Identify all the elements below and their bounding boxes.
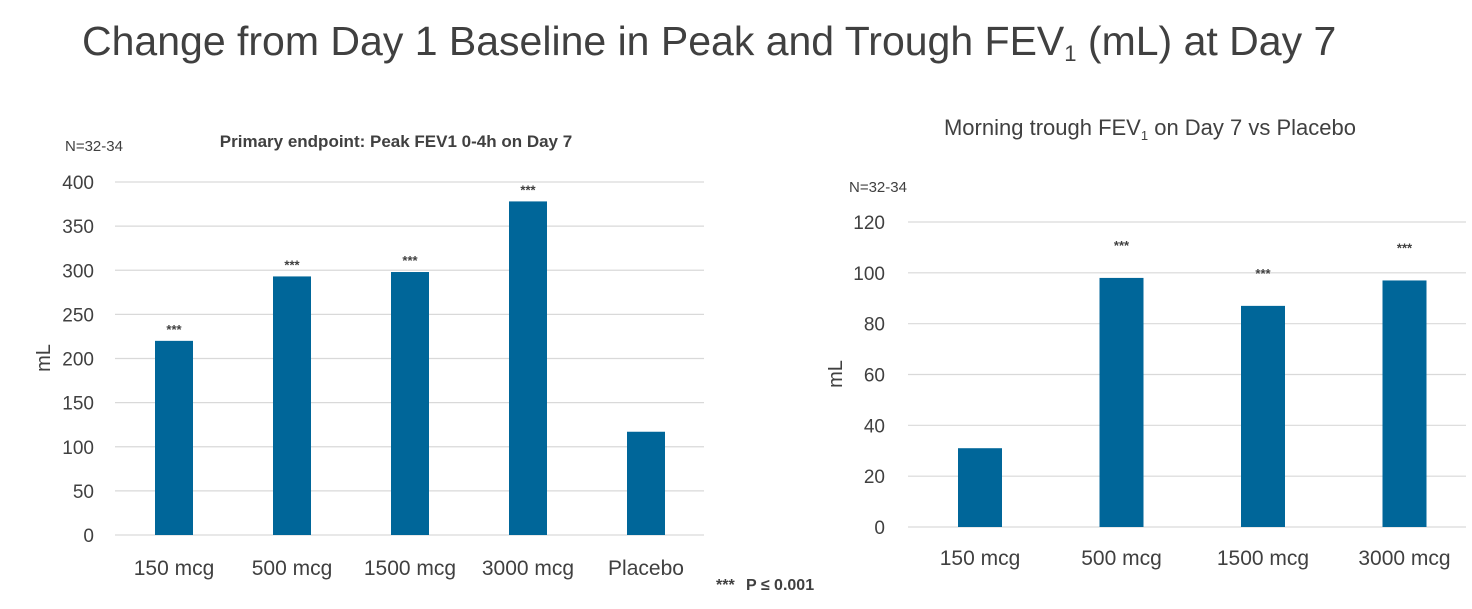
right-chart-bars bbox=[958, 277, 1427, 527]
page-title-main: Change from Day 1 Baseline in Peak and T… bbox=[82, 18, 1065, 64]
left-category-label: 150 mcg bbox=[134, 557, 215, 580]
right-chart-significance: *** *** *** bbox=[1114, 238, 1413, 281]
left-y-tick-label: 0 bbox=[83, 526, 94, 547]
right-bar bbox=[1241, 305, 1285, 527]
right-category-label: 3000 mcg bbox=[1358, 547, 1450, 570]
left-y-tick-label: 400 bbox=[62, 173, 94, 194]
right-y-tick-label: 120 bbox=[853, 213, 885, 234]
right-bar bbox=[1099, 277, 1144, 527]
left-chart-categories: 150 mcg 500 mcg 1500 mcg 3000 mcg Placebo bbox=[134, 557, 684, 580]
right-y-tick-label: 80 bbox=[864, 315, 885, 336]
right-chart-categories: 150 mcg 500 mcg 1500 mcg 3000 mcg bbox=[940, 547, 1451, 570]
left-significance-label: *** bbox=[520, 182, 536, 197]
page-title-suffix: (mL) at Day 7 bbox=[1076, 18, 1337, 64]
left-y-tick-label: 300 bbox=[62, 261, 94, 282]
left-y-tick-label: 350 bbox=[62, 217, 94, 238]
right-chart-title: Morning trough FEV1 on Day 7 vs Placebo bbox=[944, 115, 1356, 143]
left-category-label: 3000 mcg bbox=[482, 557, 574, 580]
right-significance-label: *** bbox=[1255, 266, 1271, 281]
right-chart-title-main: Morning trough FEV bbox=[944, 115, 1141, 140]
right-significance-label: *** bbox=[1397, 240, 1413, 255]
page-title-subscript: 1 bbox=[1064, 41, 1077, 66]
right-y-tick-label: 60 bbox=[864, 366, 885, 387]
right-category-label: 150 mcg bbox=[940, 547, 1021, 570]
right-chart-title-subscript: 1 bbox=[1141, 128, 1148, 143]
right-bar bbox=[958, 448, 1002, 527]
right-y-tick-label: 20 bbox=[864, 467, 885, 488]
left-chart-bars bbox=[155, 201, 665, 536]
right-y-tick-label: 40 bbox=[864, 416, 885, 437]
left-significance-label: *** bbox=[284, 257, 300, 272]
left-bar bbox=[273, 276, 311, 535]
left-bar bbox=[627, 431, 665, 535]
right-category-label: 500 mcg bbox=[1081, 547, 1162, 570]
footnote-stars: *** bbox=[716, 577, 735, 594]
left-chart-significance: *** *** *** *** bbox=[166, 182, 536, 336]
right-y-tick-label: 100 bbox=[853, 264, 885, 285]
right-chart-title-suffix: on Day 7 vs Placebo bbox=[1148, 115, 1356, 140]
right-bar bbox=[1382, 280, 1427, 527]
peak-fev1-chart: Primary endpoint: Peak FEV1 0-4h on Day … bbox=[33, 132, 814, 594]
left-y-tick-label: 50 bbox=[73, 482, 94, 503]
left-chart-y-ticks: 0 50 100 150 200 250 300 350 400 bbox=[62, 173, 94, 547]
left-category-label: 500 mcg bbox=[252, 557, 333, 580]
left-category-label: 1500 mcg bbox=[364, 557, 456, 580]
right-chart-y-ticks: 0 20 40 60 80 100 120 bbox=[853, 213, 885, 539]
left-y-tick-label: 150 bbox=[62, 394, 94, 415]
left-bar bbox=[155, 340, 193, 535]
left-chart-n-label: N=32-34 bbox=[65, 138, 123, 155]
left-y-tick-label: 250 bbox=[62, 305, 94, 326]
left-chart-y-axis-label: mL bbox=[33, 344, 55, 372]
right-category-label: 1500 mcg bbox=[1217, 547, 1309, 570]
right-y-tick-label: 0 bbox=[874, 518, 885, 539]
right-significance-label: *** bbox=[1114, 238, 1130, 253]
trough-fev1-chart: Morning trough FEV1 on Day 7 vs Placebo … bbox=[825, 115, 1466, 570]
left-bar bbox=[509, 201, 547, 536]
left-significance-label: *** bbox=[402, 253, 418, 268]
page-title: Change from Day 1 Baseline in Peak and T… bbox=[82, 18, 1336, 67]
left-y-tick-label: 200 bbox=[62, 350, 94, 371]
left-bar bbox=[391, 272, 429, 535]
right-chart-gridlines bbox=[908, 221, 1466, 528]
footnote-p-value: P ≤ 0.001 bbox=[746, 577, 814, 594]
left-chart-title: Primary endpoint: Peak FEV1 0-4h on Day … bbox=[220, 132, 572, 151]
right-chart-y-axis-label: mL bbox=[825, 360, 847, 388]
left-significance-label: *** bbox=[166, 322, 182, 337]
left-category-label: Placebo bbox=[608, 557, 684, 580]
right-chart-n-label: N=32-34 bbox=[849, 179, 907, 196]
left-y-tick-label: 100 bbox=[62, 438, 94, 459]
